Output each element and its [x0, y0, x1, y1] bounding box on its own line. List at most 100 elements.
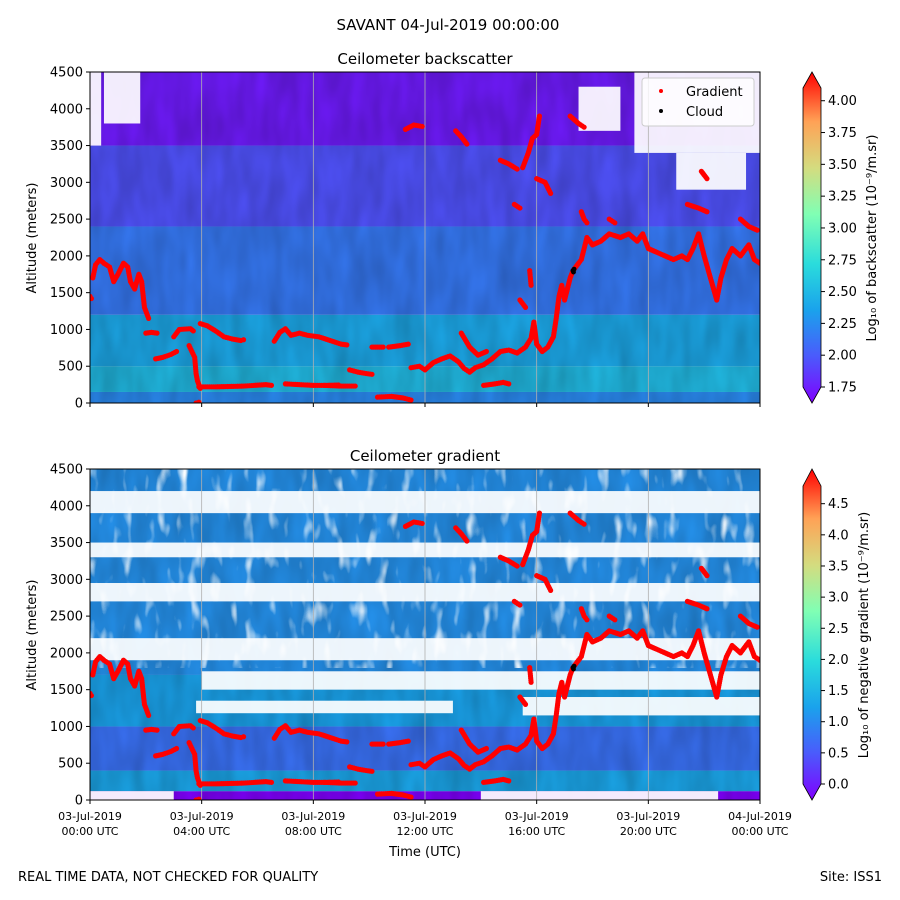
x-tick-time-label: 00:00 UTC: [61, 825, 118, 838]
gradient-point: [536, 113, 543, 119]
backscatter-panel: Ceilometer backscatter 0 500 1000 1500 2000 2…: [25, 50, 880, 412]
legend-cloud-label: Cloud: [686, 105, 723, 120]
y-tick-label: 4500: [50, 463, 83, 478]
gradient-point: [754, 227, 760, 233]
colorbar-tick-label: 4.0: [828, 528, 849, 543]
backscatter-overlays: [90, 113, 760, 403]
backscatter-colorbar-ticks: 1.75 2.00 2.25 2.50 2.75 3.00 3.25 3.50 3.75 4.00: [821, 94, 857, 396]
x-tick-time-label: 16:00 UTC: [508, 825, 565, 838]
quality-disclaimer: REAL TIME DATA, NOT CHECKED FOR QUALITY: [18, 870, 319, 885]
gradient-y-ticks: 0 500 1000 1500 2000 2500 3000 3500 4000 4500: [50, 463, 90, 809]
gradient-colorbar-label: Log₁₀ of negative gradient (10⁻⁹/m.sr): [857, 512, 872, 758]
gradient-colorbar-bar: [802, 468, 822, 801]
gradient-point: [506, 778, 512, 784]
colorbar-tick-label: 2.25: [828, 317, 857, 332]
legend-box: [641, 77, 755, 127]
heatmap-missing-region: [103, 72, 141, 124]
y-tick-label: 3000: [50, 573, 83, 588]
gradient-point: [612, 220, 618, 226]
x-tick-date-label: 04-Jul-2019: [728, 810, 792, 823]
gradient-point: [344, 342, 350, 348]
colorbar-tick-label: 3.75: [828, 126, 857, 141]
gradient-overlays: [90, 510, 760, 800]
heatmap-missing-region: [201, 671, 760, 690]
gradient-point: [581, 521, 587, 527]
heatmap-missing-region: [90, 72, 102, 146]
colorbar-tick-label: 3.50: [828, 158, 857, 173]
y-tick-label: 2500: [50, 610, 83, 625]
gradient-colorbar-ticks: 0.0 0.5 1.0 1.5 2.0 2.5 3.0 3.5 4.0 4.5: [821, 497, 849, 793]
gradient-point: [581, 124, 587, 130]
legend: Gradient Cloud: [641, 77, 755, 127]
gradient-point: [464, 538, 470, 544]
gradient-point: [268, 779, 275, 785]
gradient-point: [352, 383, 358, 389]
backscatter-y-ticks: 0 500 1000 1500 2000 2500 3000 3500 4000 4500: [50, 66, 90, 412]
x-tick-time-label: 12:00 UTC: [396, 825, 453, 838]
y-tick-label: 1000: [50, 720, 83, 735]
y-tick-label: 4000: [50, 102, 83, 117]
x-tick-date-label: 03-Jul-2019: [170, 810, 234, 823]
site-label: Site: ISS1: [819, 870, 882, 885]
cloud-point: [571, 266, 577, 272]
gradient-point: [757, 657, 760, 663]
x-tick-date-label: 03-Jul-2019: [393, 810, 457, 823]
gradient-point: [483, 348, 490, 355]
gradient-point: [268, 382, 275, 388]
heatmap-missing-region: [90, 791, 174, 800]
colorbar-tick-label: 0.5: [828, 746, 849, 761]
gradient-point: [704, 209, 710, 215]
colorbar-tick-label: 4.00: [828, 94, 857, 109]
backscatter-title: Ceilometer backscatter: [337, 50, 513, 68]
legend-gradient-label: Gradient: [686, 85, 743, 100]
heatmap-missing-region: [480, 791, 719, 800]
gradient-point: [369, 371, 375, 377]
gradient-point: [173, 745, 180, 752]
y-tick-label: 3500: [50, 536, 83, 551]
gradient-colorbar: 0.0 0.5 1.0 1.5 2.0 2.5 3.0 3.5 4.0 4.5 Log₁₀ of …: [802, 468, 872, 801]
gradient-point: [240, 337, 247, 343]
cloud-point: [571, 663, 577, 669]
gradient-point: [380, 344, 386, 350]
gradient-point: [344, 739, 350, 745]
y-tick-label: 4500: [50, 66, 83, 81]
gradient-point: [146, 712, 152, 719]
colorbar-tick-label: 3.00: [828, 221, 857, 236]
x-axis-label: Time (UTC): [388, 845, 461, 860]
gradient-point: [514, 563, 520, 569]
gradient-point: [419, 520, 425, 527]
gradient-point: [522, 701, 529, 707]
gradient-point: [190, 725, 196, 731]
legend-cloud-marker: [659, 109, 663, 113]
gradient-point: [514, 166, 520, 172]
colorbar-tick-label: 3.25: [828, 190, 857, 205]
gradient-point: [517, 205, 523, 211]
gradient-point: [548, 190, 554, 196]
x-tick-date-label: 03-Jul-2019: [281, 810, 345, 823]
x-tick-date-label: 03-Jul-2019: [58, 810, 122, 823]
colorbar-tick-label: 2.75: [828, 253, 857, 268]
gradient-point: [522, 304, 529, 310]
gradient-point: [154, 330, 160, 336]
gradient-point: [190, 328, 196, 334]
colorbar-tick-label: 0.0: [828, 778, 849, 793]
y-tick-label: 500: [58, 757, 83, 772]
gradient-point: [754, 624, 760, 630]
backscatter-colorbar-label: Log₁₀ of backscatter (10⁻⁹/m.sr): [865, 135, 880, 342]
y-tick-label: 4000: [50, 499, 83, 514]
y-tick-label: 2000: [50, 646, 83, 661]
colorbar-tick-label: 2.00: [828, 349, 857, 364]
x-tick-date-label: 03-Jul-2019: [616, 810, 680, 823]
gradient-panel: Ceilometer gradient 0 500 1000 1500 2000 2500…: [25, 447, 872, 860]
gradient-point: [528, 282, 534, 288]
gradient-point: [408, 794, 414, 800]
x-tick-time-label: 04:00 UTC: [173, 825, 230, 838]
colorbar-tick-label: 3.0: [828, 591, 849, 606]
gradient-point: [196, 399, 202, 403]
gradient-point: [146, 315, 152, 322]
gradient-point: [704, 176, 710, 182]
gradient-point: [506, 381, 512, 387]
colorbar-tick-label: 1.75: [828, 381, 857, 396]
y-tick-label: 3500: [50, 139, 83, 154]
